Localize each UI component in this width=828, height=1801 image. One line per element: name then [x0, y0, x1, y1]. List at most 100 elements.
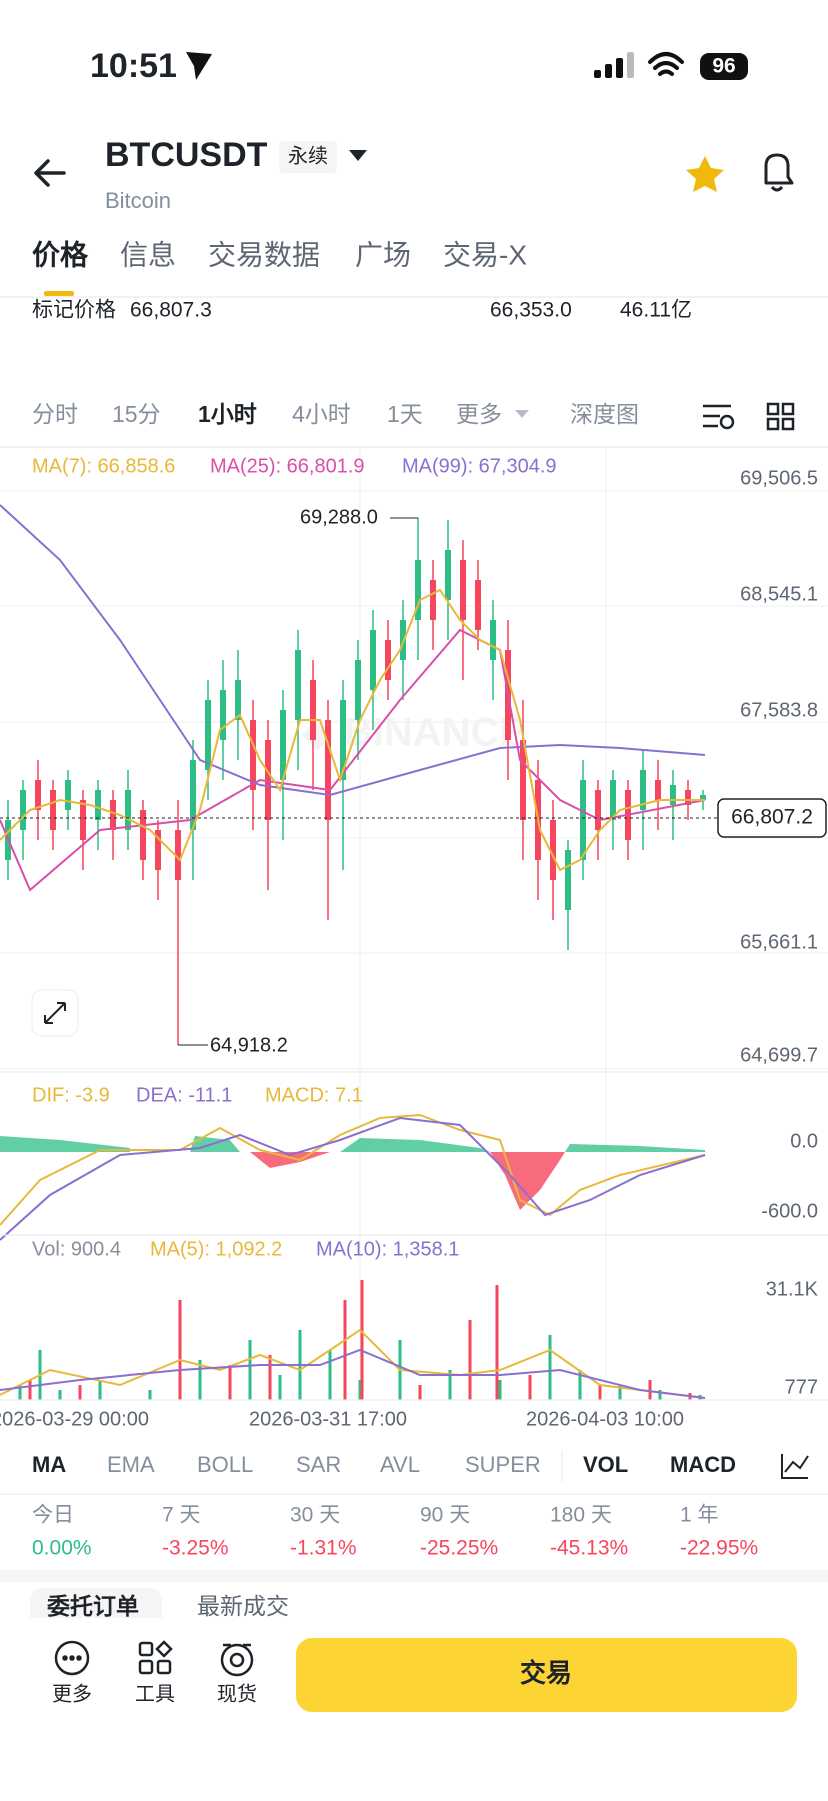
macd-hist-down [250, 1152, 330, 1168]
volume-bars-down [28, 1280, 692, 1400]
tab[interactable]: 广场 [355, 239, 411, 270]
section-gap [0, 1570, 828, 1582]
current-price: 66,807.2 [731, 806, 813, 829]
macd-legend: MACD: 7.1 [265, 1084, 363, 1106]
current-price-box [717, 798, 827, 838]
tab[interactable]: 交易-X [443, 239, 527, 270]
interval[interactable]: 1天 [387, 401, 423, 427]
ma25-line [0, 628, 706, 892]
vol-ma5-line [0, 1328, 706, 1399]
symbol-dropdown[interactable] [349, 150, 367, 161]
vol-ma10-line [0, 1348, 706, 1399]
period: 30 天 [290, 1504, 340, 1527]
order-tab[interactable]: 最新成交 [197, 1593, 289, 1619]
indicator[interactable]: VOL [583, 1452, 628, 1477]
indicator[interactable]: EMA [107, 1452, 155, 1477]
trade-button-label[interactable]: 交易 [520, 1658, 572, 1688]
tab[interactable]: 交易数据 [208, 239, 320, 270]
price-axis-label: 64,699.7 [740, 1044, 818, 1066]
tab[interactable]: 价格 [32, 239, 89, 270]
nav-label[interactable]: 更多 [52, 1682, 92, 1705]
interval[interactable]: 15分 [112, 401, 161, 427]
favorite-star[interactable] [686, 156, 724, 192]
period: 180 天 [550, 1504, 612, 1527]
battery-icon [700, 53, 748, 80]
tab-indicator [44, 291, 74, 296]
macd-hist-up [340, 1138, 490, 1152]
trade-button[interactable] [296, 1638, 797, 1712]
ma7-line [0, 588, 705, 872]
price-axis-label: 65,661.1 [740, 931, 818, 953]
ma99-line [0, 504, 706, 797]
interval[interactable]: 更多 [456, 401, 502, 427]
indicator[interactable]: MA [32, 1452, 66, 1477]
period: 7 天 [162, 1504, 201, 1527]
vol-legend: Vol: 900.4 [32, 1238, 121, 1260]
indicator-settings-icon[interactable] [781, 1454, 809, 1479]
change: -25.25% [420, 1537, 498, 1560]
symbol: BTCUSDT [105, 136, 268, 174]
expand-icon [44, 1002, 66, 1024]
contract-tag[interactable]: 永续 [288, 144, 328, 167]
vol-axis-label: 31.1K [766, 1278, 819, 1300]
indicator[interactable]: BOLL [197, 1452, 253, 1477]
macd-legend: DEA: -11.1 [136, 1084, 232, 1106]
more-dropdown[interactable] [515, 410, 529, 418]
vol-axis-label: 777 [785, 1376, 818, 1398]
period: 1 年 [680, 1504, 719, 1527]
ma99-legend: MA(99): 67,304.9 [402, 455, 557, 477]
nav-label[interactable]: 现货 [217, 1682, 257, 1705]
order-tab[interactable]: 委托订单 [46, 1593, 139, 1619]
interval[interactable]: 深度图 [570, 401, 639, 427]
tools-icon[interactable] [138, 1640, 173, 1675]
change: -22.95% [680, 1537, 758, 1560]
volume-24h: 46.11亿 [620, 299, 692, 322]
price-axis-label: 69,506.5 [740, 467, 818, 489]
interval[interactable]: 1小时 [198, 401, 257, 427]
candle-wicks-down [37, 540, 689, 1045]
macd-hist-up [0, 1136, 130, 1152]
indicator[interactable]: SUPER [465, 1452, 541, 1477]
macd-axis-label: 0.0 [790, 1130, 818, 1152]
interval[interactable]: 4小时 [292, 401, 351, 427]
watermark: ◆ BINANCE [302, 711, 526, 755]
time-axis-label: 2026-03-31 17:00 [249, 1408, 407, 1430]
low-label: 64,918.2 [210, 1034, 288, 1056]
change: 0.00% [32, 1537, 92, 1560]
ma7-legend: MA(7): 66,858.6 [32, 455, 175, 477]
mark-price-label: 标记价格 [32, 299, 116, 322]
more-icon[interactable] [54, 1640, 90, 1676]
mark-price: 66,807.3 [130, 299, 212, 322]
indicator[interactable]: AVL [380, 1452, 420, 1477]
tag-bg [279, 141, 337, 173]
spot-icon[interactable] [220, 1643, 254, 1677]
macd-hist-up [565, 1144, 705, 1152]
tab[interactable]: 信息 [120, 239, 176, 270]
price-axis-label: 68,545.1 [740, 583, 818, 605]
change: -45.13% [550, 1537, 628, 1560]
back-button[interactable] [34, 159, 66, 187]
alert-bell[interactable] [764, 153, 794, 192]
macd-legend: DIF: -3.9 [32, 1084, 110, 1106]
signal-icon [594, 52, 634, 78]
macd-axis-label: -600.0 [761, 1200, 818, 1222]
high-label: 69,288.0 [300, 506, 378, 528]
chart-settings-icon[interactable] [703, 404, 735, 430]
change: -3.25% [162, 1537, 229, 1560]
dea-line [0, 1116, 706, 1241]
indicator[interactable]: MACD [670, 1452, 736, 1477]
low-price: 66,353.0 [490, 299, 572, 322]
wifi-icon [648, 52, 684, 76]
time-axis-label: 2026-04-03 10:00 [526, 1408, 684, 1430]
change: -1.31% [290, 1537, 357, 1560]
indicator[interactable]: SAR [296, 1452, 341, 1477]
layout-icon[interactable] [766, 402, 795, 431]
interval[interactable]: 分时 [32, 401, 78, 427]
dif-line [0, 1113, 706, 1226]
battery-level: 96 [712, 55, 735, 78]
location-icon [186, 52, 212, 80]
nav-label[interactable]: 工具 [135, 1683, 175, 1705]
ma25-legend: MA(25): 66,801.9 [210, 455, 365, 477]
